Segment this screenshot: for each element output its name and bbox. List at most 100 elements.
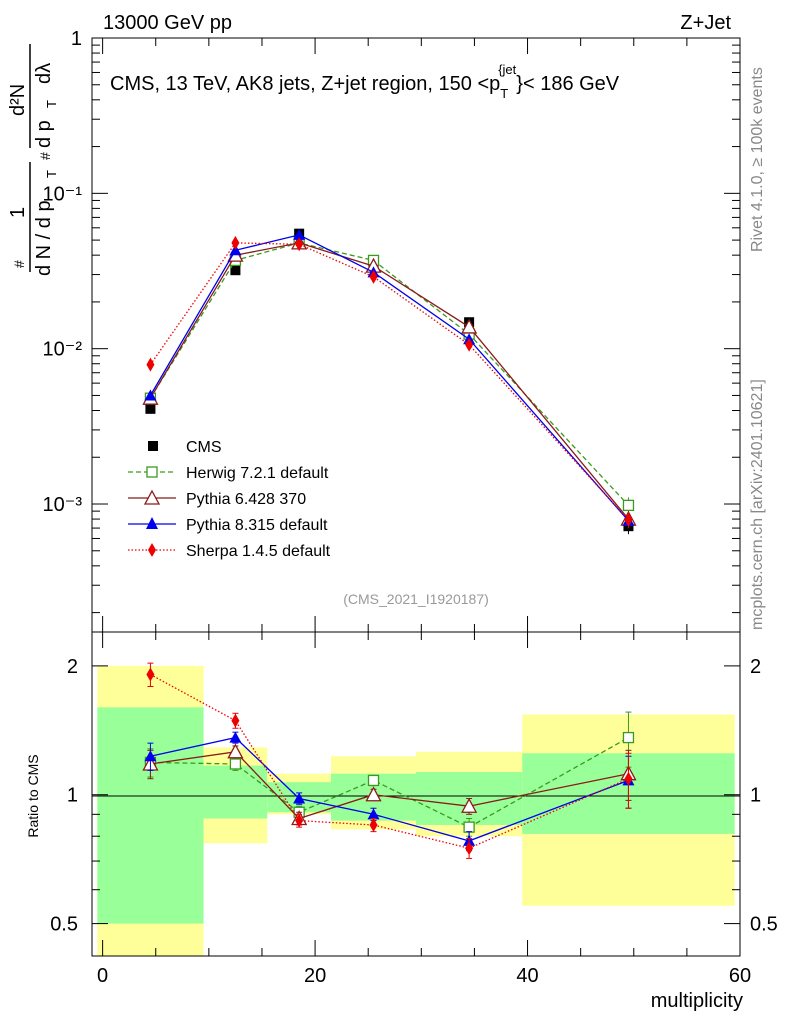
legend: CMS Herwig 7.2.1 default Pythia 6.428 37… (128, 439, 331, 560)
ratio-series (142, 662, 637, 859)
ratio-y-tick-label-left: 2 (67, 656, 78, 678)
ratio-band-inner (97, 707, 204, 924)
legend-pythia8-label: Pythia 8.315 default (186, 517, 328, 534)
cms-main-point (230, 265, 241, 276)
ytitle-hash1: # (11, 260, 27, 268)
main-series (142, 228, 637, 535)
herwig-main-line (149, 242, 629, 506)
ytitle-dN: d N / d p (33, 200, 55, 276)
legend-sherpa: Sherpa 1.4.5 default (128, 543, 331, 560)
sherpa-main-point (624, 512, 633, 527)
legend-cms: CMS (148, 439, 222, 456)
ytitle-T2: T (44, 100, 59, 108)
sherpa-main-point (465, 337, 474, 352)
pythia6-ratio-point (227, 743, 244, 759)
pythia6-ratio-point (365, 786, 382, 802)
pythia8-ratio-line (150, 736, 629, 842)
main-y-tick-label: 10⁻³ (43, 494, 83, 516)
pythia6-ratio-point (461, 797, 478, 813)
title-sup: {jet (498, 62, 516, 77)
x-tick-label: 0 (97, 965, 108, 987)
x-tick-label: 20 (304, 965, 326, 987)
legend-cms-marker (148, 441, 158, 451)
x-axis-title: multiplicity (651, 990, 743, 1012)
sherpa-main-line (149, 242, 629, 521)
pythia8-ratio-point (144, 750, 157, 762)
legend-pythia6-marker (143, 489, 161, 505)
mcplots-label: mcplots.cern.ch [arXiv:2401.10621] (749, 379, 766, 630)
legend-pythia6-label: Pythia 6.428 370 (186, 491, 306, 508)
header-right: Z+Jet (680, 12, 731, 34)
legend-herwig-label: Herwig 7.2.1 default (186, 465, 329, 482)
ratio-tick-labels: 0.5 0.51 12 20 20 40 60 (50, 656, 778, 987)
sherpa-ratio-line (150, 673, 629, 849)
herwig-ratio-point (229, 758, 242, 770)
title-post: }< 186 GeV (516, 73, 620, 95)
legend-sherpa-label: Sherpa 1.4.5 default (186, 543, 331, 560)
main-y-tick-label: 10⁻¹ (43, 183, 83, 205)
ratio-y-tick-label-right: 2 (750, 656, 761, 678)
header-left: 13000 GeV pp (103, 12, 232, 34)
pythia8-ratio-point (229, 731, 242, 743)
ratio-y-axis-title: Ratio to CMS (25, 754, 41, 837)
cms-main-point (145, 403, 156, 414)
main-y-tick-label: 1 (71, 28, 82, 50)
ratio-panel: 0.5 0.51 12 20 20 40 60 Ratio to CMS multiplic… (25, 631, 778, 1012)
pythia6-main-point (461, 318, 478, 334)
main-ticks (92, 37, 741, 632)
herwig-ratio-point (463, 821, 475, 833)
main-y-tick-label: 10⁻² (43, 339, 83, 361)
ratio-bands (97, 665, 735, 956)
legend-cms-label: CMS (186, 439, 222, 456)
herwig-ratio-point (367, 774, 380, 787)
legend-pythia8: Pythia 8.315 default (128, 517, 328, 534)
ratio-ticks (92, 632, 741, 956)
analysis-id: (CMS_2021_I1920187) (343, 591, 489, 607)
ratio-y-tick-label-right: 1 (750, 785, 761, 807)
legend-pythia8-marker (146, 517, 158, 529)
x-tick-label: 60 (729, 965, 751, 987)
sherpa-main-point (295, 237, 304, 252)
ratio-y-tick-label-left: 1 (67, 785, 78, 807)
pythia8-main-point (293, 228, 306, 240)
ytitle-dpt: d p (33, 120, 55, 148)
pythia8-ratio-point (293, 792, 306, 804)
ytitle-hash2: # (37, 152, 53, 160)
main-y-axis-title: # 1 d N / d p T # d²N d p T dλ (7, 44, 59, 276)
sherpa-ratio-point (465, 841, 474, 856)
herwig-ratio-point (622, 731, 635, 744)
main-title: CMS, 13 TeV, AK8 jets, Z+jet region, 150… (110, 62, 620, 101)
sherpa-ratio-point (369, 817, 378, 832)
ytitle-d2N: d²N (7, 84, 29, 116)
main-tick-labels: 1 10⁻¹ 10⁻² 10⁻³ (43, 28, 83, 516)
pythia8-ratio-point (367, 808, 380, 820)
ytitle-dlambda: dλ (33, 63, 55, 84)
pythia8-main-point (144, 389, 157, 401)
sherpa-main-point (369, 269, 378, 284)
rivet-label: Rivet 4.1.0, ≥ 100k events (749, 67, 766, 252)
sherpa-ratio-point (295, 813, 304, 828)
main-panel: 1 10⁻¹ 10⁻² 10⁻³ CMS, 13 TeV, AK8 jets, Z+j… (43, 28, 741, 633)
legend-sherpa-marker (148, 543, 156, 557)
ytitle-one: 1 (7, 207, 29, 218)
title-pre: CMS, 13 TeV, AK8 jets, Z+jet region, 150… (110, 73, 500, 95)
legend-herwig: Herwig 7.2.1 default (128, 465, 329, 482)
sherpa-ratio-point (146, 667, 155, 682)
pythia6-main-line (149, 242, 630, 520)
pythia8-main-line (149, 234, 629, 522)
ytitle-T1: T (44, 170, 59, 178)
sherpa-main-point (231, 235, 240, 250)
legend-pythia6: Pythia 6.428 370 (128, 489, 306, 508)
sherpa-ratio-point (624, 771, 633, 786)
title-sub: T (500, 86, 508, 101)
ratio-frame (91, 631, 741, 957)
herwig-main-point (622, 499, 635, 512)
ratio-band-inner (203, 765, 268, 819)
x-tick-label: 40 (516, 965, 538, 987)
sherpa-ratio-point (231, 713, 240, 728)
sherpa-main-point (146, 357, 155, 372)
legend-herwig-marker (146, 466, 158, 478)
ratio-y-tick-label-left: 0.5 (50, 914, 78, 936)
ratio-y-tick-label-right: 0.5 (750, 914, 778, 936)
